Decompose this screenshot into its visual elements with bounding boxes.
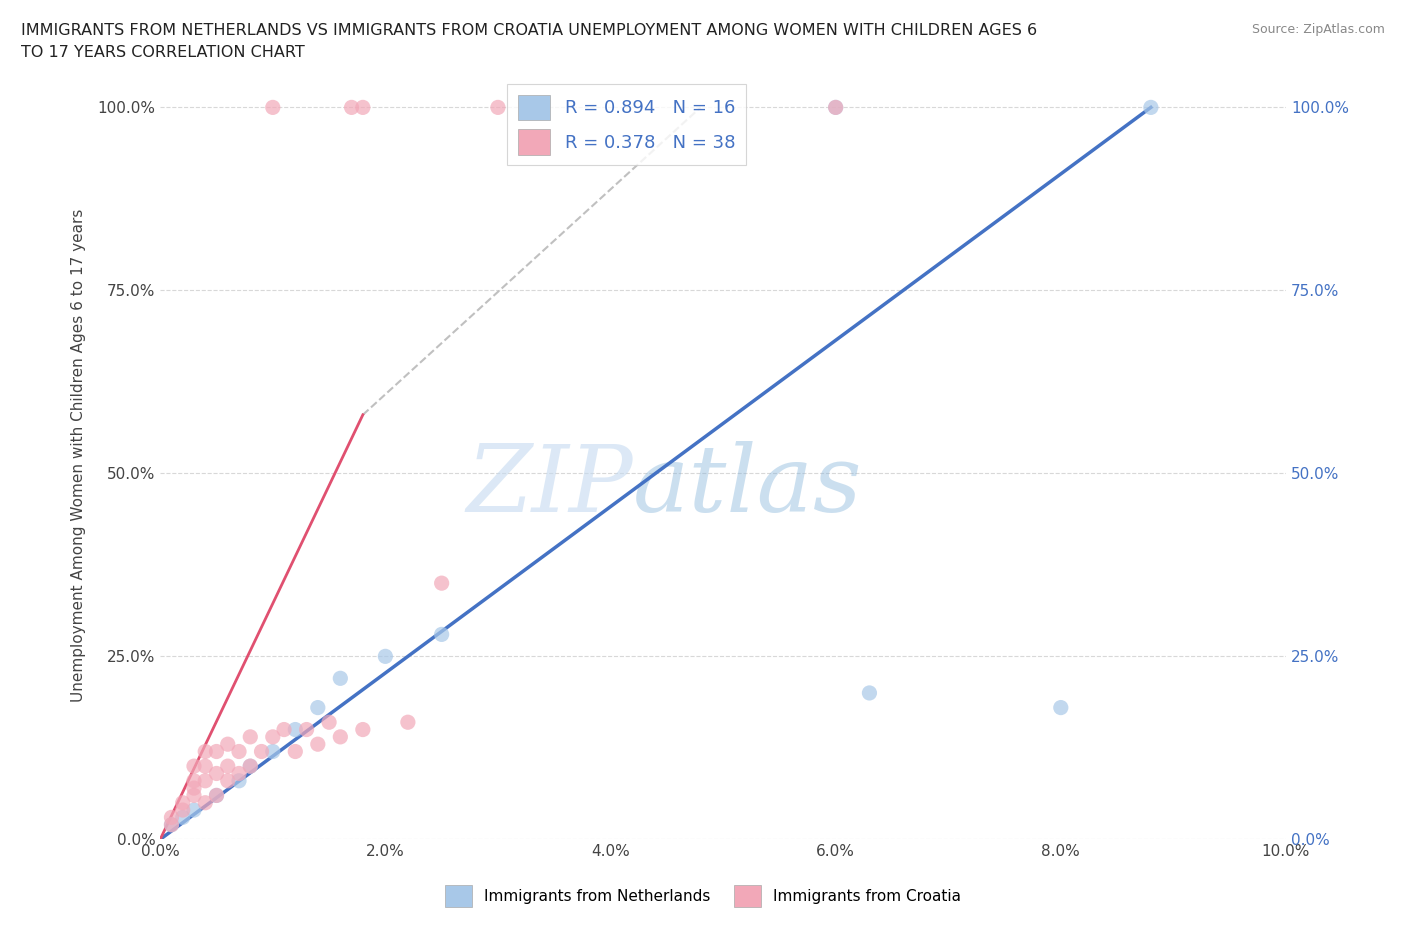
Point <box>486 100 509 114</box>
Point <box>239 729 262 744</box>
Point <box>205 788 228 803</box>
Point <box>194 774 217 789</box>
Point <box>250 744 273 759</box>
Point <box>217 774 239 789</box>
Point <box>194 759 217 774</box>
Point <box>194 795 217 810</box>
Point <box>858 685 880 700</box>
Point <box>262 729 284 744</box>
Point <box>307 737 329 751</box>
Point <box>160 817 183 832</box>
Point <box>329 729 352 744</box>
Point <box>172 795 194 810</box>
Point <box>217 759 239 774</box>
Point <box>183 759 205 774</box>
Legend: Immigrants from Netherlands, Immigrants from Croatia: Immigrants from Netherlands, Immigrants … <box>439 879 967 913</box>
Point <box>160 817 183 832</box>
Point <box>824 100 846 114</box>
Text: ZIP: ZIP <box>467 441 633 531</box>
Point <box>430 576 453 591</box>
Point <box>205 744 228 759</box>
Point <box>352 722 374 737</box>
Point <box>1049 700 1071 715</box>
Point <box>228 744 250 759</box>
Point <box>194 744 217 759</box>
Point <box>217 737 239 751</box>
Point <box>183 788 205 803</box>
Point <box>183 803 205 817</box>
Point <box>205 766 228 781</box>
Point <box>160 810 183 825</box>
Point <box>239 759 262 774</box>
Point <box>284 722 307 737</box>
Point <box>352 100 374 114</box>
Point <box>284 744 307 759</box>
Legend: R = 0.894   N = 16, R = 0.378   N = 38: R = 0.894 N = 16, R = 0.378 N = 38 <box>508 84 747 166</box>
Point <box>396 715 419 730</box>
Point <box>172 810 194 825</box>
Text: Source: ZipAtlas.com: Source: ZipAtlas.com <box>1251 23 1385 36</box>
Y-axis label: Unemployment Among Women with Children Ages 6 to 17 years: Unemployment Among Women with Children A… <box>72 208 86 702</box>
Point <box>239 759 262 774</box>
Text: TO 17 YEARS CORRELATION CHART: TO 17 YEARS CORRELATION CHART <box>21 45 305 60</box>
Point <box>307 700 329 715</box>
Point <box>183 780 205 795</box>
Point <box>273 722 295 737</box>
Point <box>228 766 250 781</box>
Point <box>183 774 205 789</box>
Point <box>824 100 846 114</box>
Point <box>172 803 194 817</box>
Point <box>228 774 250 789</box>
Point <box>430 627 453 642</box>
Point <box>374 649 396 664</box>
Point <box>340 100 363 114</box>
Point <box>295 722 318 737</box>
Point <box>205 788 228 803</box>
Point <box>329 671 352 685</box>
Point <box>262 100 284 114</box>
Point <box>318 715 340 730</box>
Text: atlas: atlas <box>633 441 862 531</box>
Point <box>262 744 284 759</box>
Text: IMMIGRANTS FROM NETHERLANDS VS IMMIGRANTS FROM CROATIA UNEMPLOYMENT AMONG WOMEN : IMMIGRANTS FROM NETHERLANDS VS IMMIGRANT… <box>21 23 1038 38</box>
Point <box>1140 100 1163 114</box>
